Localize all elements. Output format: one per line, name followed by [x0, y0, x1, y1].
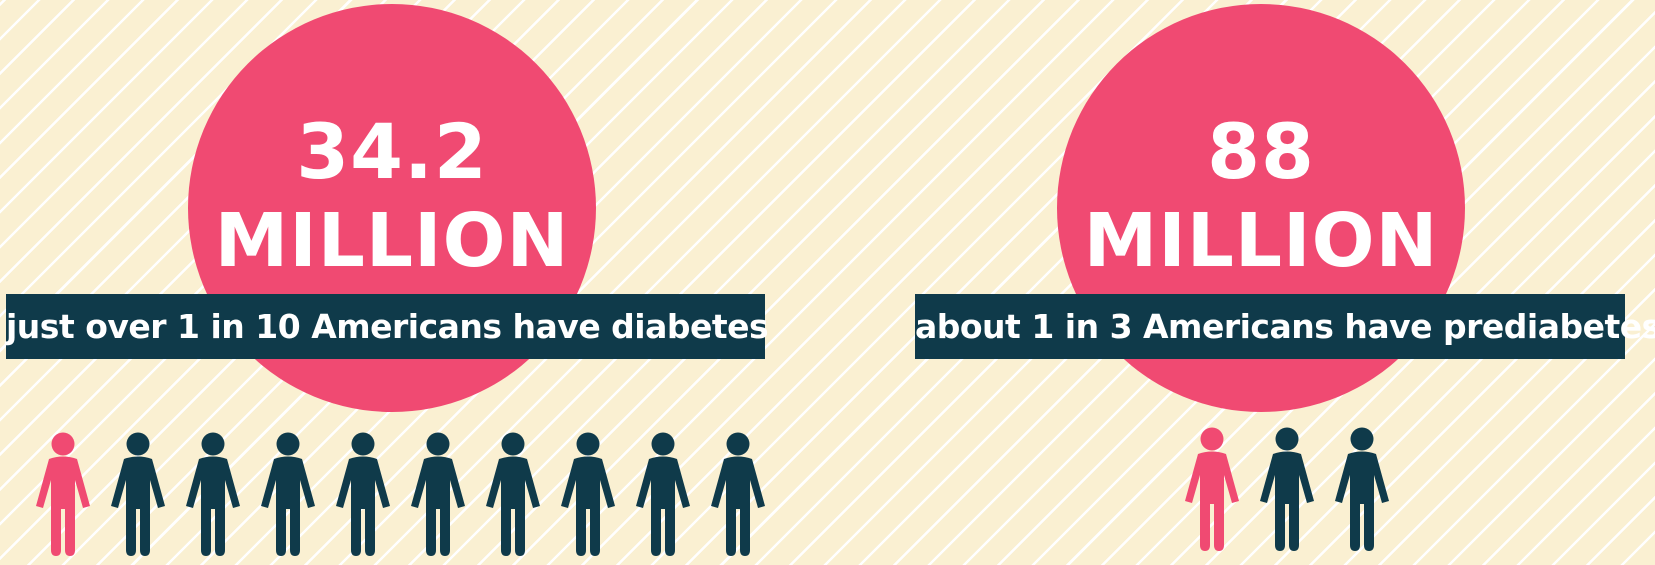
person-icon [484, 432, 542, 557]
person-icon [109, 432, 167, 557]
diabetes-count-unit: MILLION [214, 198, 570, 284]
diabetes-count-number: 34.2 [296, 107, 488, 196]
prediabetes-people-row [1183, 427, 1391, 552]
prediabetes-stat-panel: 88 MILLION about 1 in 3 Americans have p… [880, 0, 1655, 565]
person-icon [559, 432, 617, 557]
person-icon [409, 432, 467, 557]
person-icon [1258, 427, 1316, 552]
person-icon [634, 432, 692, 557]
person-icon [709, 432, 767, 557]
person-icon [184, 432, 242, 557]
person-icon [1333, 427, 1391, 552]
prediabetes-caption-banner: about 1 in 3 Americans have prediabetes [915, 294, 1655, 359]
person-icon [1183, 427, 1241, 552]
diabetes-stat-panel: 34.2 MILLION just over 1 in 10 Americans… [0, 0, 790, 565]
person-icon [34, 432, 92, 557]
diabetes-people-row [34, 432, 767, 557]
person-icon [334, 432, 392, 557]
diabetes-caption-banner: just over 1 in 10 Americans have diabete… [6, 294, 769, 359]
person-icon [259, 432, 317, 557]
prediabetes-count-unit: MILLION [1083, 198, 1439, 284]
prediabetes-count-number: 88 [1207, 107, 1315, 196]
